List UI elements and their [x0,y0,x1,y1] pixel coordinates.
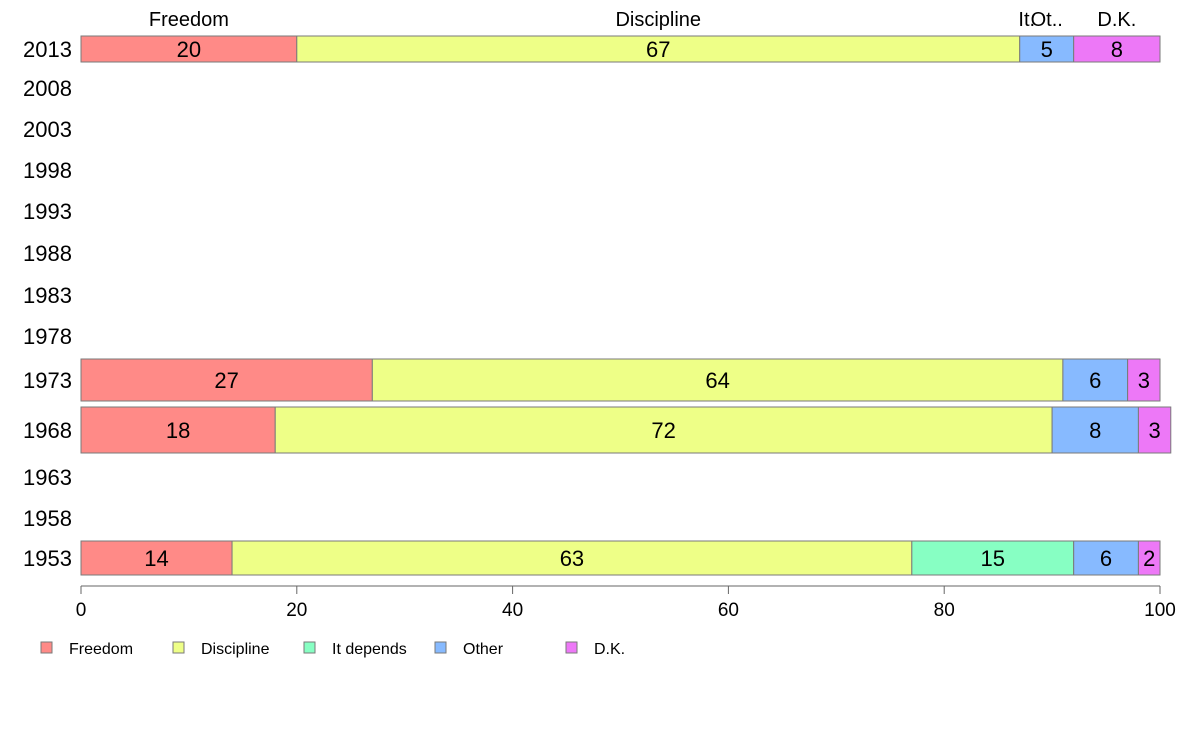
legend-swatch-discipline [172,641,185,654]
value-label-discipline-1953: 63 [560,546,584,571]
value-label-other-1968: 8 [1089,418,1101,443]
x-tick-label-0: 0 [76,600,87,621]
category-label-1963: 1963 [23,465,72,490]
bar-it-depends-1953 [911,540,1075,576]
value-label-freedom-1968: 18 [166,418,190,443]
value-label-d-k--2013: 8 [1111,37,1123,62]
x-tick-label-60: 60 [718,600,739,621]
x-tick-label-100: 100 [1144,600,1176,621]
category-label-1978: 1978 [23,324,72,349]
legend-label-other: Other [463,641,504,658]
bar-freedom-1968 [80,406,276,454]
category-label-1988: 1988 [23,241,72,266]
bar-d-k--2013 [1073,35,1161,63]
value-label-d-k--1973: 3 [1138,368,1150,393]
bar-discipline-2013 [296,35,1021,63]
legend-swatch-other [434,641,447,654]
bars: 20 67 5 827 64 6 318 72 8 314 63 15 6 2 [80,35,1172,576]
top-labels: Freedom Discipline It.Ot.. D.K. [149,9,1136,31]
category-label-1968: 1968 [23,418,72,443]
legend-label-freedom: Freedom [69,641,133,658]
legend-swatch-d-k- [565,641,578,654]
category-labels: 2013 2008 2003 1998 1993 1988 1983 1978 1973 1968… [23,37,72,571]
value-label-discipline-1973: 64 [705,368,729,393]
bar-other-1968 [1051,406,1139,454]
value-label-it-depends-1953: 15 [981,546,1005,571]
x-tick-label-20: 20 [286,600,307,621]
x-axis: 0 20 40 60 80 100 [76,585,1176,621]
value-label-other-1973: 6 [1089,368,1101,393]
category-label-1983: 1983 [23,283,72,308]
bar-discipline-1973 [371,358,1064,402]
bar-freedom-1973 [80,358,373,402]
legend: Freedom Discipline It depends Other D.K. [40,641,625,658]
legend-label-discipline: Discipline [201,641,270,658]
top-label-2: It. [1018,9,1035,31]
value-label-other-1953: 6 [1100,546,1112,571]
category-label-1973: 1973 [23,368,72,393]
value-label-discipline-2013: 67 [646,37,670,62]
top-label-3: Ot.. [1031,9,1063,31]
bar-discipline-1968 [274,406,1053,454]
legend-swatch-freedom [40,641,53,654]
value-label-discipline-1968: 72 [651,418,675,443]
category-label-1998: 1998 [23,158,72,183]
value-label-d-k--1953: 2 [1143,546,1155,571]
legend-swatch-it-depends [303,641,316,654]
bar-other-1973 [1062,358,1129,402]
category-label-1993: 1993 [23,199,72,224]
value-label-freedom-1973: 27 [214,368,238,393]
value-label-freedom-1953: 14 [144,546,168,571]
legend-label-it-depends: It depends [332,641,407,658]
category-label-2013: 2013 [23,37,72,62]
bar-freedom-1953 [80,540,233,576]
x-tick-label-40: 40 [502,600,523,621]
legend-label-d-k-: D.K. [594,641,625,658]
category-label-2003: 2003 [23,117,72,142]
top-label-0: Freedom [149,9,229,31]
category-label-1953: 1953 [23,546,72,571]
top-label-1: Discipline [615,9,701,31]
bar-d-k--1973 [1127,358,1161,402]
category-label-2008: 2008 [23,76,72,101]
value-label-other-2013: 5 [1041,37,1053,62]
bar-discipline-1953 [231,540,913,576]
bar-d-k--1968 [1137,406,1172,454]
top-label-4: D.K. [1097,9,1136,31]
category-label-1958: 1958 [23,506,72,531]
value-label-freedom-2013: 20 [177,37,201,62]
bar-d-k--1953 [1137,540,1161,576]
x-tick-label-80: 80 [934,600,955,621]
value-label-d-k--1968: 3 [1148,418,1160,443]
